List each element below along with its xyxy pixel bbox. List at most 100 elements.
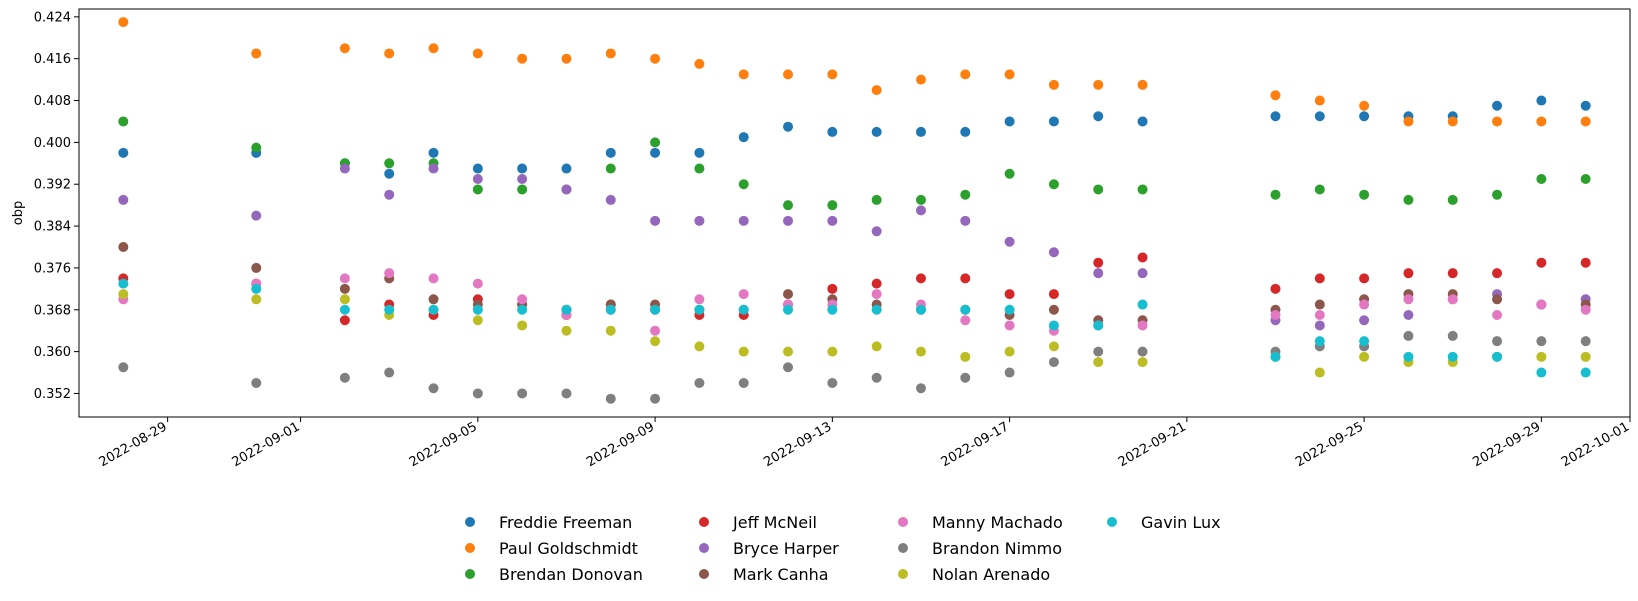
data-point [1403,330,1414,341]
data-point [1447,116,1458,127]
data-point [1447,294,1458,305]
data-point [339,43,350,54]
data-point [1492,351,1503,362]
legend-marker [1107,517,1117,527]
data-point [960,372,971,383]
data-point [1447,351,1458,362]
data-point [384,268,395,279]
data-point [1314,367,1325,378]
data-point [472,174,483,184]
data-point [1447,268,1458,279]
data-point [1137,346,1148,357]
data-point [339,304,350,315]
legend-entry-label: Brandon Nimmo [932,539,1062,558]
data-point [605,325,616,336]
data-point [1314,299,1325,310]
data-point [428,304,439,315]
data-point [827,200,838,211]
data-point [472,48,483,59]
data-point [1004,304,1015,315]
data-point [738,132,749,143]
data-point [1492,189,1503,200]
data-point [827,126,838,137]
series-points [118,278,1591,378]
data-point [650,53,661,64]
data-point [650,147,661,158]
data-point [561,184,572,195]
data-point [1492,336,1503,347]
y-tick-label: 0.424 [34,10,71,25]
data-point [517,163,528,174]
data-point [915,194,926,205]
data-point [251,262,262,273]
data-point [1359,100,1370,111]
data-point [871,194,882,205]
data-point [251,210,262,221]
data-point [472,184,483,195]
y-tick-label: 0.392 [34,178,71,193]
legend-marker [699,517,709,527]
data-point [827,304,838,315]
plot-frame [78,8,1631,418]
data-point [339,273,350,284]
data-point [960,273,971,284]
data-point [517,304,528,315]
data-points [118,17,1591,404]
data-point [517,294,528,305]
y-tick-label: 0.352 [34,387,71,402]
series-points [118,17,1591,127]
data-point [1093,346,1104,357]
data-point [384,367,395,378]
data-point [428,163,439,174]
data-point [561,304,572,315]
data-point [871,341,882,352]
data-point [694,294,705,305]
legend-entry-label: Manny Machado [932,513,1063,532]
data-point [384,189,395,200]
data-point [783,121,794,132]
data-point [827,215,838,226]
data-point [1536,299,1547,310]
data-point [1004,289,1015,300]
data-point [1314,273,1325,284]
data-point [1270,90,1281,101]
data-point [960,351,971,362]
data-point [960,215,971,226]
data-point [650,325,661,336]
data-point [517,320,528,331]
data-point [738,179,749,190]
data-point [118,116,129,127]
data-point [1403,310,1414,320]
legend-entry-label: Mark Canha [733,565,829,584]
data-point [1314,111,1325,122]
data-point [339,372,350,383]
data-point [1314,184,1325,195]
data-point [738,346,749,357]
y-tick-label: 0.376 [34,261,71,276]
data-point [1004,346,1015,357]
y-tick-label: 0.416 [34,52,71,67]
legend-entry-label: Paul Goldschmidt [499,539,638,558]
legend-entry-label: Jeff McNeil [732,513,817,532]
data-point [827,378,838,388]
data-point [339,294,350,305]
data-point [694,147,705,158]
data-point [1137,116,1148,127]
data-point [1093,79,1104,90]
data-point [1314,336,1325,347]
data-point [428,43,439,54]
data-point [1004,367,1015,378]
data-point [1004,320,1015,331]
data-point [428,147,439,158]
data-point [694,58,705,69]
data-point [915,346,926,357]
data-point [871,372,882,383]
data-point [1270,351,1281,362]
data-point [339,163,350,174]
data-point [1048,247,1059,258]
data-point [827,346,838,357]
data-point [1359,273,1370,284]
data-point [1403,351,1414,362]
data-point [871,289,882,300]
data-point [1137,252,1148,263]
